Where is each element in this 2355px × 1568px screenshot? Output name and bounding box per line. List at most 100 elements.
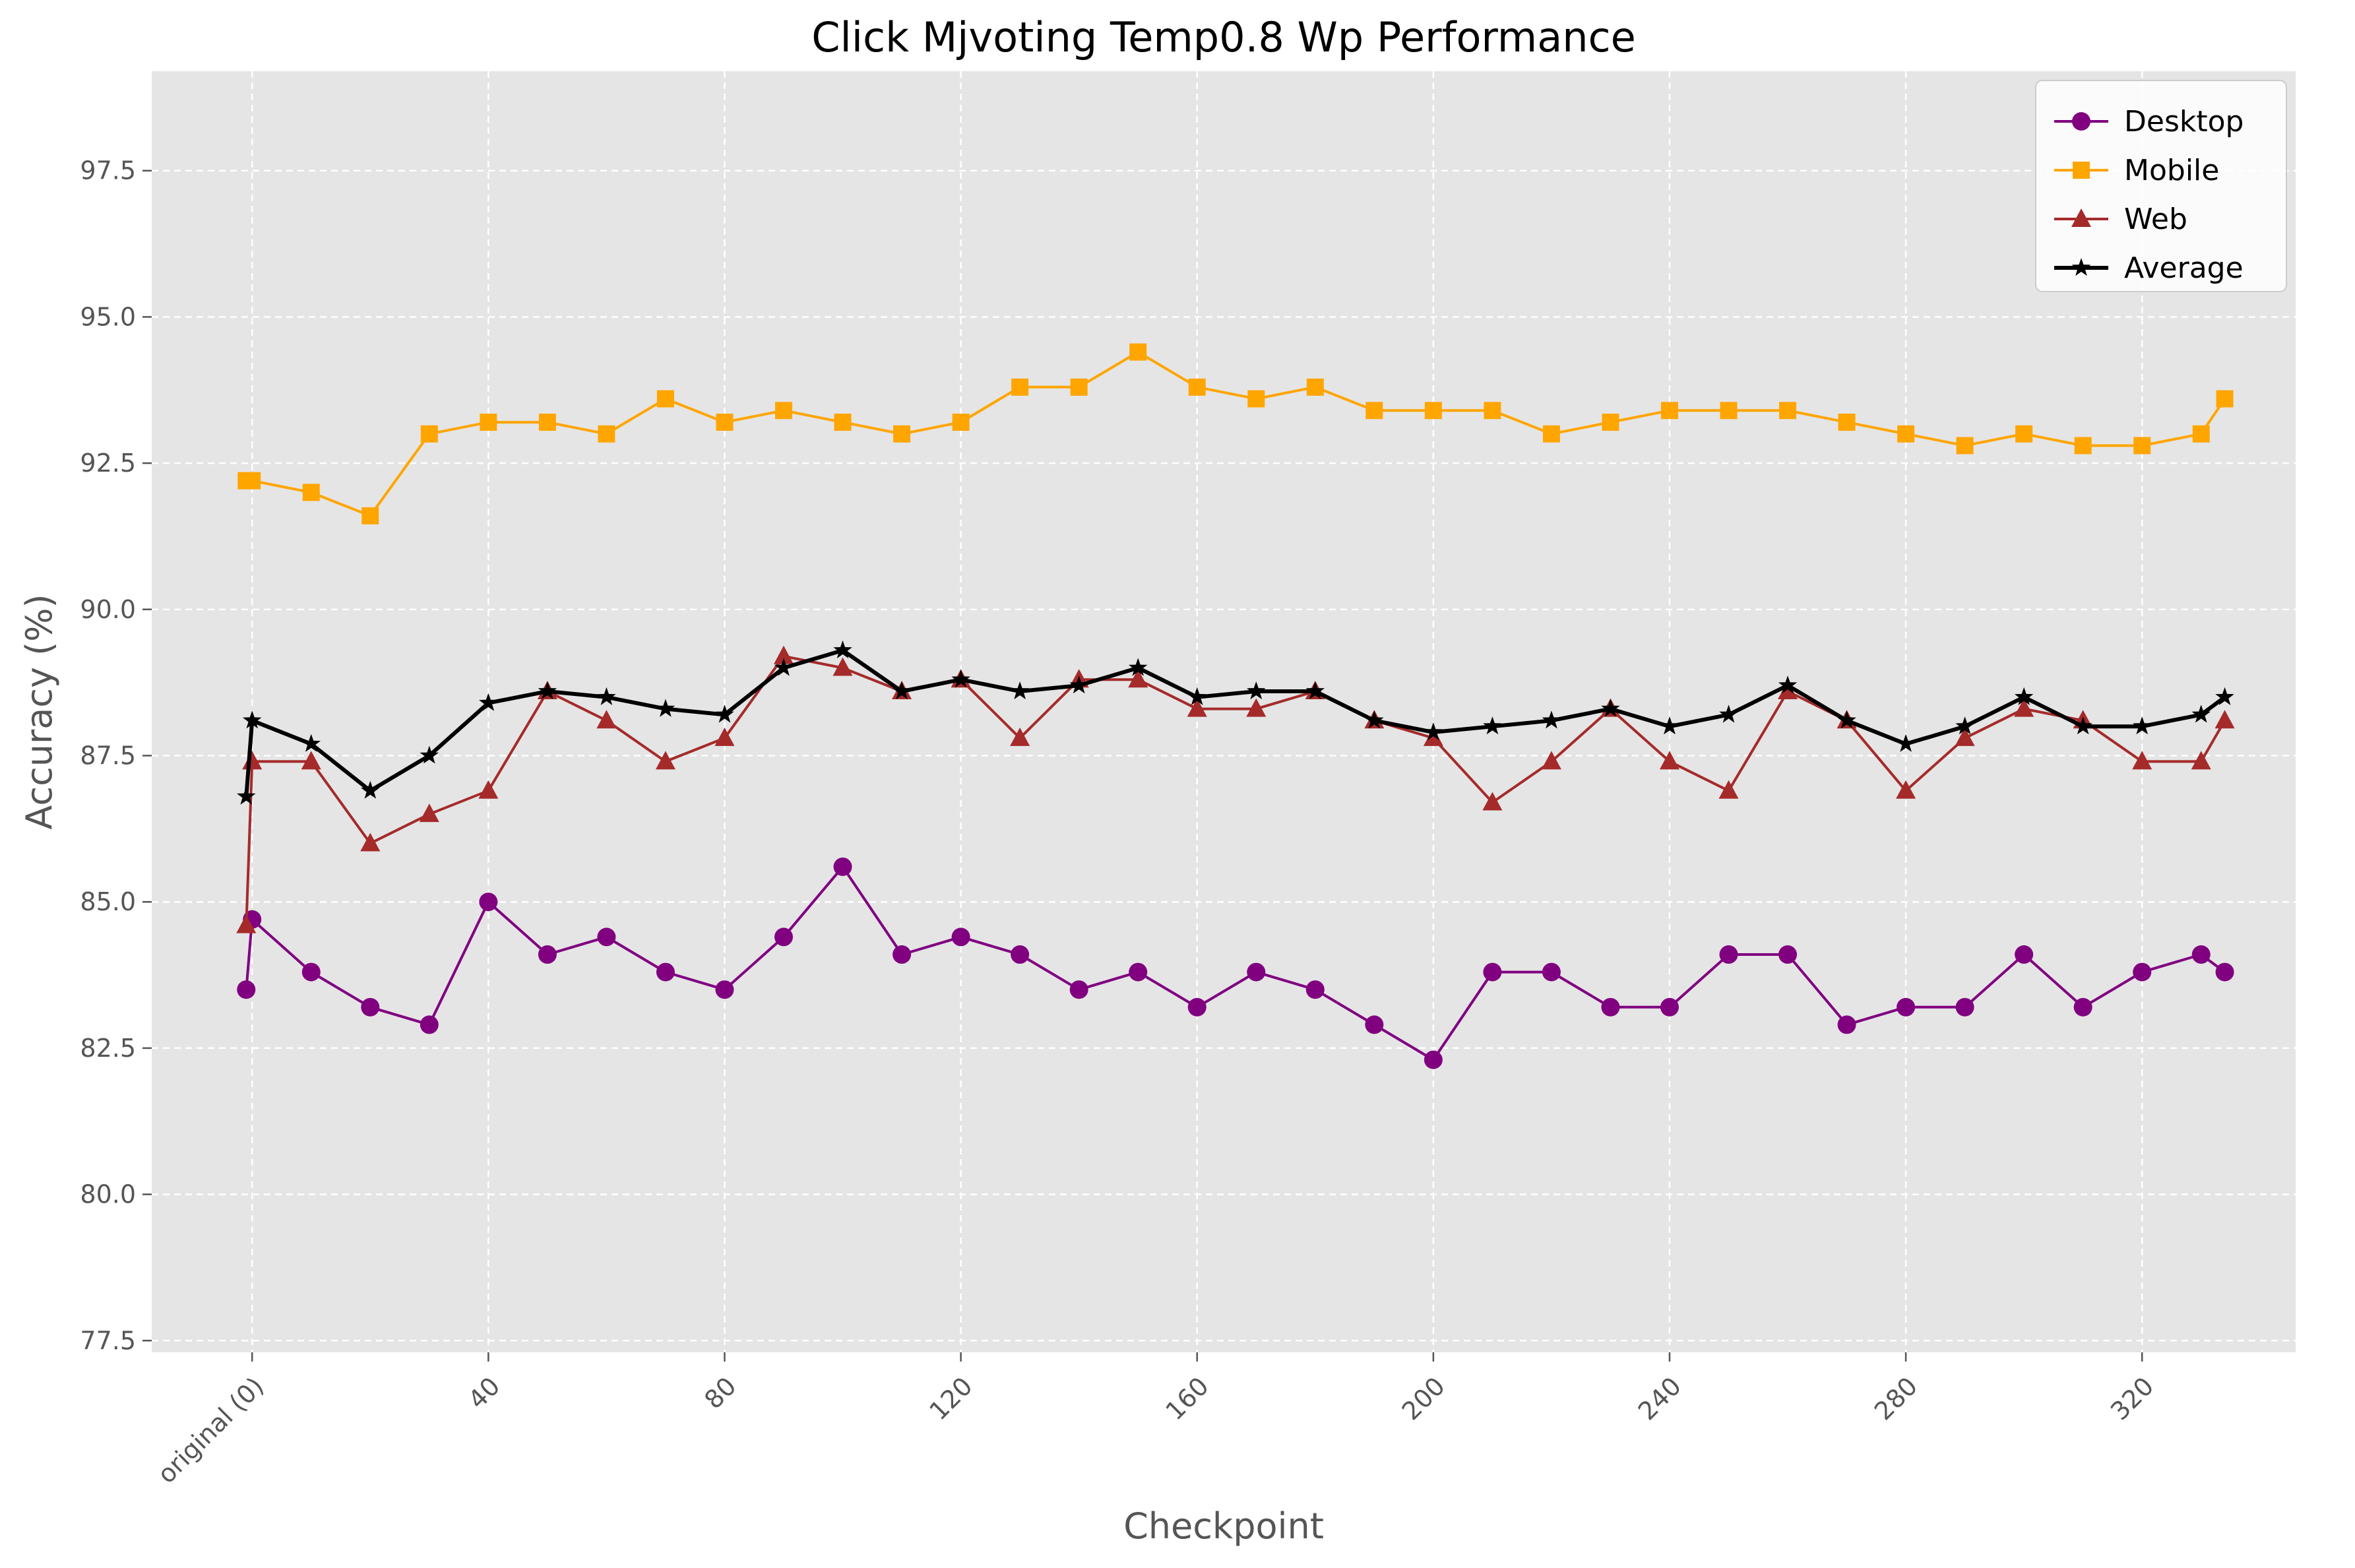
data-point-average bbox=[361, 780, 380, 799]
data-point-desktop bbox=[1837, 1015, 1856, 1034]
data-point-desktop bbox=[1719, 945, 1738, 964]
data-point-average bbox=[1247, 681, 1266, 700]
data-point-mobile bbox=[243, 472, 261, 489]
plot-area bbox=[152, 71, 2296, 1352]
data-point-desktop bbox=[1897, 997, 1916, 1017]
data-point-web bbox=[1955, 727, 1975, 746]
data-point-average bbox=[301, 734, 321, 752]
data-point-mobile bbox=[893, 425, 911, 443]
chart-title: Click Mjvoting Temp0.8 Wp Performance bbox=[811, 13, 1635, 61]
data-point-mobile bbox=[1602, 414, 1619, 431]
data-point-desktop bbox=[2191, 945, 2211, 964]
legend-label-average: Average bbox=[2124, 251, 2244, 285]
data-point-average bbox=[1069, 675, 1088, 694]
data-point-average bbox=[2191, 705, 2211, 723]
data-point-average bbox=[1424, 722, 1443, 741]
series-line-web bbox=[245, 654, 2226, 925]
legend-label-web: Web bbox=[2124, 203, 2187, 236]
data-point-desktop bbox=[1247, 962, 1266, 982]
data-point-mobile bbox=[1070, 378, 1088, 396]
data-point-desktop bbox=[1601, 997, 1620, 1017]
data-point-mobile bbox=[1129, 343, 1147, 361]
data-point-mobile bbox=[1660, 402, 1678, 420]
data-point-web bbox=[1541, 751, 1561, 770]
data-point-desktop bbox=[237, 980, 256, 999]
data-point-average bbox=[479, 693, 498, 711]
data-point-desktop bbox=[1778, 945, 1798, 964]
data-point-mobile bbox=[1838, 414, 1856, 431]
data-point-average bbox=[1187, 687, 1207, 705]
data-point-average bbox=[242, 710, 262, 729]
data-point-web bbox=[773, 645, 794, 664]
data-point-mobile bbox=[2192, 425, 2210, 443]
data-point-desktop bbox=[2215, 962, 2234, 982]
x-axis-label: Checkpoint bbox=[1123, 1505, 1324, 1547]
y-tick-label: 80.0 bbox=[80, 1180, 136, 1209]
data-point-mobile bbox=[1779, 402, 1797, 420]
data-point-average bbox=[1010, 681, 1030, 700]
series-line-average bbox=[244, 648, 2226, 797]
data-point-mobile bbox=[2015, 425, 2033, 443]
data-point-mobile bbox=[361, 507, 379, 524]
data-point-mobile bbox=[480, 414, 497, 431]
data-point-web bbox=[478, 780, 499, 799]
legend-marker-mobile bbox=[2073, 162, 2090, 179]
y-tick-label: 77.5 bbox=[80, 1326, 136, 1355]
data-point-mobile bbox=[2074, 437, 2092, 455]
data-point-desktop bbox=[656, 962, 675, 982]
data-point-mobile bbox=[1897, 425, 1915, 443]
data-point-web bbox=[596, 710, 617, 729]
data-point-average bbox=[2133, 716, 2152, 735]
data-point-desktop bbox=[301, 962, 321, 982]
series-desktop bbox=[237, 857, 2234, 1069]
data-point-web bbox=[655, 751, 675, 770]
y-tick-label: 97.5 bbox=[80, 156, 136, 185]
data-point-average bbox=[1483, 716, 1502, 735]
data-point-web bbox=[236, 914, 257, 933]
data-point-desktop bbox=[597, 927, 616, 947]
data-point-desktop bbox=[1129, 962, 1148, 982]
series-layer bbox=[236, 343, 2235, 1069]
data-point-desktop bbox=[833, 857, 852, 876]
legend-item-average: Average bbox=[2054, 251, 2244, 285]
y-tick-label: 87.5 bbox=[80, 741, 136, 770]
data-point-average bbox=[1955, 716, 1974, 735]
data-point-average bbox=[1778, 675, 1798, 694]
y-tick-label: 82.5 bbox=[80, 1034, 136, 1063]
data-point-web bbox=[1128, 669, 1148, 688]
data-point-mobile bbox=[1188, 378, 1206, 396]
data-point-web bbox=[301, 751, 321, 770]
data-point-mobile bbox=[302, 484, 320, 501]
data-point-desktop bbox=[420, 1015, 439, 1034]
legend-box bbox=[2035, 80, 2287, 292]
series-average bbox=[237, 640, 2234, 805]
data-point-web bbox=[1718, 780, 1739, 799]
legend-label-desktop: Desktop bbox=[2124, 105, 2244, 139]
data-point-average bbox=[833, 640, 852, 658]
data-point-desktop bbox=[715, 980, 734, 999]
data-point-web bbox=[2214, 710, 2235, 729]
data-point-mobile bbox=[716, 414, 734, 431]
data-point-average bbox=[1128, 658, 1148, 676]
y-tick-label: 90.0 bbox=[80, 595, 136, 624]
data-point-mobile bbox=[1542, 425, 1560, 443]
data-point-average bbox=[2215, 687, 2234, 705]
data-point-mobile bbox=[598, 425, 615, 443]
data-point-mobile bbox=[1484, 402, 1501, 420]
data-point-web bbox=[419, 803, 439, 823]
y-axis-label: Accuracy (%) bbox=[18, 594, 60, 829]
data-point-web bbox=[2191, 751, 2211, 770]
legend-marker-web bbox=[2071, 208, 2091, 227]
data-point-average bbox=[237, 786, 256, 805]
data-point-web bbox=[1423, 727, 1443, 746]
data-point-average bbox=[1660, 716, 1680, 735]
y-tick-label: 92.5 bbox=[80, 449, 136, 478]
data-point-average bbox=[892, 681, 912, 700]
data-point-desktop bbox=[951, 927, 970, 947]
data-point-mobile bbox=[656, 390, 674, 408]
data-point-mobile bbox=[1720, 402, 1738, 420]
data-point-web bbox=[832, 657, 853, 676]
data-point-average bbox=[538, 681, 557, 700]
data-point-web bbox=[2132, 751, 2152, 770]
